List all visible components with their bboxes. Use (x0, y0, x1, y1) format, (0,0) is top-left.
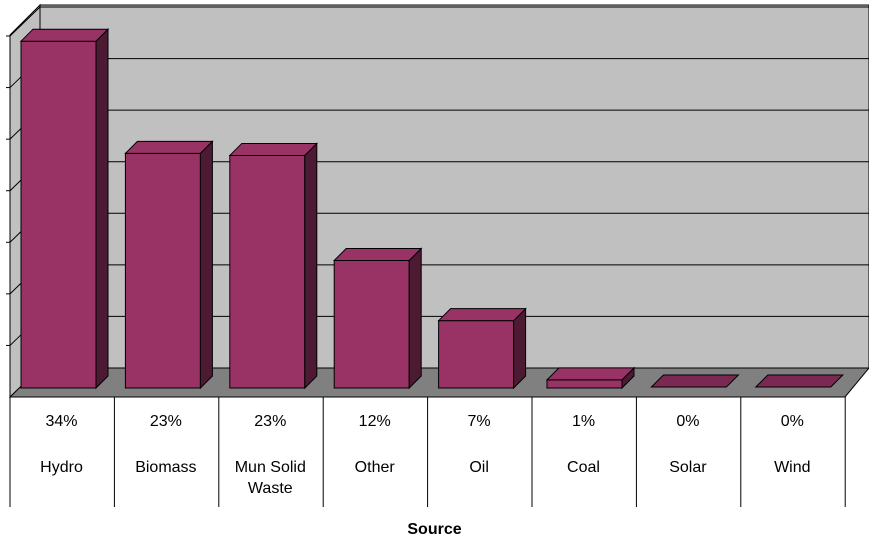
category-label: Hydro (40, 459, 83, 476)
bar-front (20, 40, 97, 389)
value-label: 0% (780, 413, 804, 430)
category-label: Wind (774, 459, 811, 476)
value-label: 23% (254, 413, 287, 430)
category-label: Other (354, 459, 395, 476)
side-gridline (9, 6, 41, 37)
bar-top (650, 374, 740, 388)
bar-top (437, 308, 527, 322)
bar (754, 374, 845, 388)
bar-side (304, 142, 318, 390)
value-label: 7% (467, 413, 491, 430)
bar-side (408, 247, 422, 390)
bar-front (438, 320, 515, 389)
bar (650, 374, 740, 388)
bar-side (513, 307, 527, 390)
bar-side (95, 27, 109, 390)
category-label: Oil (469, 459, 489, 476)
bar-top (754, 374, 845, 388)
bar-side (199, 140, 213, 390)
category-label: Solar (669, 459, 707, 476)
bar-top (332, 248, 423, 261)
bar (19, 27, 110, 390)
bar-front (124, 152, 201, 389)
value-label: 12% (358, 413, 391, 430)
bar (437, 307, 527, 390)
bar-top (19, 28, 110, 42)
bar-front (333, 260, 410, 389)
value-label: 1% (571, 413, 596, 430)
value-label: 34% (45, 413, 78, 430)
bar-front (229, 154, 306, 389)
bar (545, 366, 636, 390)
bar-top (545, 367, 636, 381)
category-label: Mun Solid Waste (234, 459, 306, 497)
bar (124, 140, 214, 390)
x-axis-label: Source (407, 521, 462, 538)
bar-front (546, 379, 623, 389)
bar (228, 142, 319, 390)
category-label: Coal (567, 459, 600, 476)
bar-top (124, 140, 214, 154)
value-label: 23% (149, 413, 182, 430)
bar (332, 247, 423, 390)
bar-top (228, 142, 319, 156)
category-label: Biomass (135, 459, 197, 476)
value-label: 0% (676, 413, 700, 430)
